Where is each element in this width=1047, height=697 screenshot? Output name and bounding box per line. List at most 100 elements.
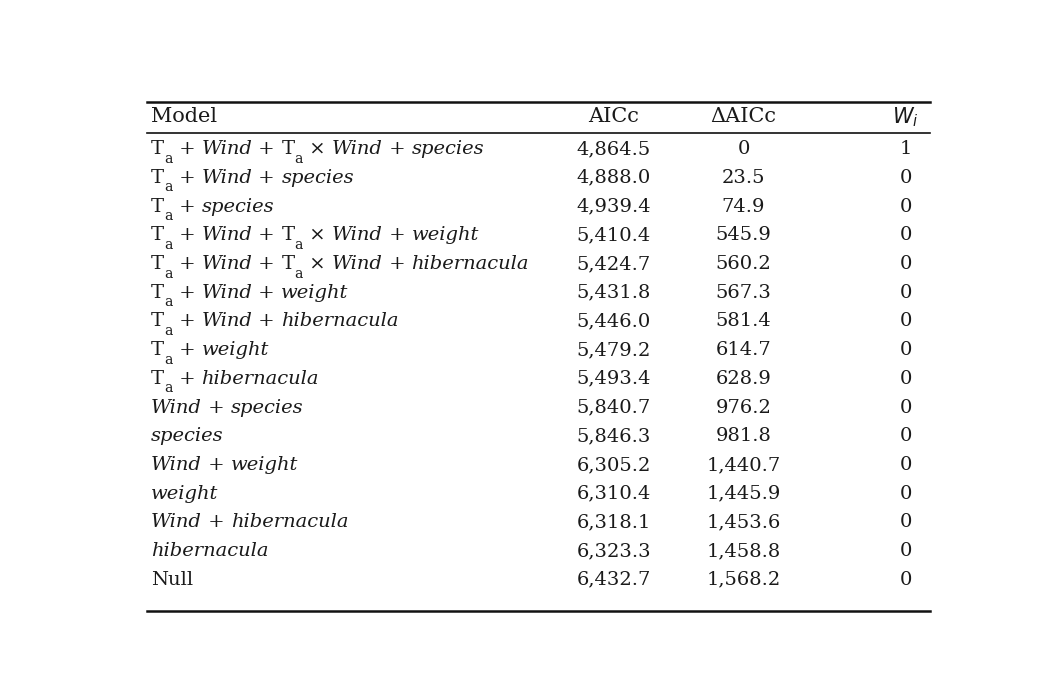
Text: a: a	[164, 152, 173, 166]
Text: species: species	[282, 169, 354, 187]
Text: 1,453.6: 1,453.6	[707, 514, 781, 531]
Text: weight: weight	[201, 341, 269, 359]
Text: +: +	[202, 399, 231, 417]
Text: 6,432.7: 6,432.7	[577, 571, 651, 589]
Text: 23.5: 23.5	[721, 169, 765, 187]
Text: 614.7: 614.7	[716, 341, 772, 359]
Text: T: T	[151, 255, 164, 273]
Text: Wind: Wind	[151, 456, 202, 474]
Text: 628.9: 628.9	[715, 370, 772, 388]
Text: 0: 0	[899, 341, 912, 359]
Text: species: species	[201, 197, 274, 215]
Text: +: +	[252, 284, 282, 302]
Text: a: a	[294, 152, 303, 166]
Text: weight: weight	[282, 284, 349, 302]
Text: 5,410.4: 5,410.4	[577, 227, 651, 244]
Text: hibernacula: hibernacula	[411, 255, 529, 273]
Text: AICc: AICc	[588, 107, 639, 126]
Text: hibernacula: hibernacula	[231, 514, 349, 531]
Text: T: T	[151, 312, 164, 330]
Text: +: +	[252, 227, 282, 244]
Text: ×: ×	[303, 140, 332, 158]
Text: 5,479.2: 5,479.2	[577, 341, 651, 359]
Text: 0: 0	[899, 227, 912, 244]
Text: +: +	[173, 227, 201, 244]
Text: +: +	[173, 197, 201, 215]
Text: Wind: Wind	[201, 227, 252, 244]
Text: hibernacula: hibernacula	[151, 542, 269, 560]
Text: 0: 0	[899, 370, 912, 388]
Text: 5,446.0: 5,446.0	[577, 312, 651, 330]
Text: 0: 0	[899, 571, 912, 589]
Text: +: +	[173, 370, 201, 388]
Text: +: +	[173, 169, 201, 187]
Text: 0: 0	[899, 399, 912, 417]
Text: +: +	[173, 312, 201, 330]
Text: Model: Model	[151, 107, 218, 126]
Text: a: a	[164, 209, 173, 223]
Text: 581.4: 581.4	[716, 312, 772, 330]
Text: 0: 0	[899, 169, 912, 187]
Text: 74.9: 74.9	[721, 197, 765, 215]
Text: species: species	[151, 427, 224, 445]
Text: 5,493.4: 5,493.4	[577, 370, 651, 388]
Text: 0: 0	[899, 197, 912, 215]
Text: T: T	[151, 140, 164, 158]
Text: Wind: Wind	[151, 514, 202, 531]
Text: T: T	[151, 197, 164, 215]
Text: ×: ×	[303, 227, 332, 244]
Text: 5,431.8: 5,431.8	[577, 284, 651, 302]
Text: Wind: Wind	[201, 284, 252, 302]
Text: T: T	[151, 284, 164, 302]
Text: T: T	[151, 169, 164, 187]
Text: 5,846.3: 5,846.3	[577, 427, 651, 445]
Text: +: +	[202, 514, 231, 531]
Text: 0: 0	[899, 312, 912, 330]
Text: T: T	[151, 341, 164, 359]
Text: Wind: Wind	[151, 399, 202, 417]
Text: 4,939.4: 4,939.4	[576, 197, 651, 215]
Text: +: +	[252, 169, 282, 187]
Text: T: T	[151, 227, 164, 244]
Text: 4,864.5: 4,864.5	[577, 140, 651, 158]
Text: hibernacula: hibernacula	[201, 370, 319, 388]
Text: weight: weight	[411, 227, 478, 244]
Text: a: a	[164, 381, 173, 395]
Text: 1,568.2: 1,568.2	[707, 571, 781, 589]
Text: 1,440.7: 1,440.7	[707, 456, 781, 474]
Text: +: +	[252, 312, 282, 330]
Text: Wind: Wind	[332, 227, 382, 244]
Text: +: +	[173, 140, 201, 158]
Text: 567.3: 567.3	[715, 284, 772, 302]
Text: ΔAICc: ΔAICc	[711, 107, 777, 126]
Text: a: a	[164, 324, 173, 338]
Text: 0: 0	[899, 456, 912, 474]
Text: a: a	[164, 353, 173, 367]
Text: +: +	[173, 341, 201, 359]
Text: 0: 0	[899, 484, 912, 503]
Text: 0: 0	[899, 255, 912, 273]
Text: 5,840.7: 5,840.7	[577, 399, 651, 417]
Text: T: T	[282, 227, 294, 244]
Text: 4,888.0: 4,888.0	[577, 169, 651, 187]
Text: a: a	[294, 238, 303, 252]
Text: a: a	[164, 296, 173, 309]
Text: 545.9: 545.9	[715, 227, 772, 244]
Text: +: +	[252, 255, 282, 273]
Text: T: T	[282, 140, 294, 158]
Text: a: a	[164, 238, 173, 252]
Text: T: T	[151, 370, 164, 388]
Text: Wind: Wind	[201, 169, 252, 187]
Text: Wind: Wind	[201, 255, 252, 273]
Text: 976.2: 976.2	[715, 399, 772, 417]
Text: 1,458.8: 1,458.8	[707, 542, 781, 560]
Text: Wind: Wind	[332, 140, 382, 158]
Text: 6,318.1: 6,318.1	[577, 514, 651, 531]
Text: 0: 0	[899, 427, 912, 445]
Text: 1: 1	[899, 140, 912, 158]
Text: +: +	[252, 140, 282, 158]
Text: 6,323.3: 6,323.3	[576, 542, 651, 560]
Text: Wind: Wind	[201, 140, 252, 158]
Text: Null: Null	[151, 571, 194, 589]
Text: hibernacula: hibernacula	[282, 312, 399, 330]
